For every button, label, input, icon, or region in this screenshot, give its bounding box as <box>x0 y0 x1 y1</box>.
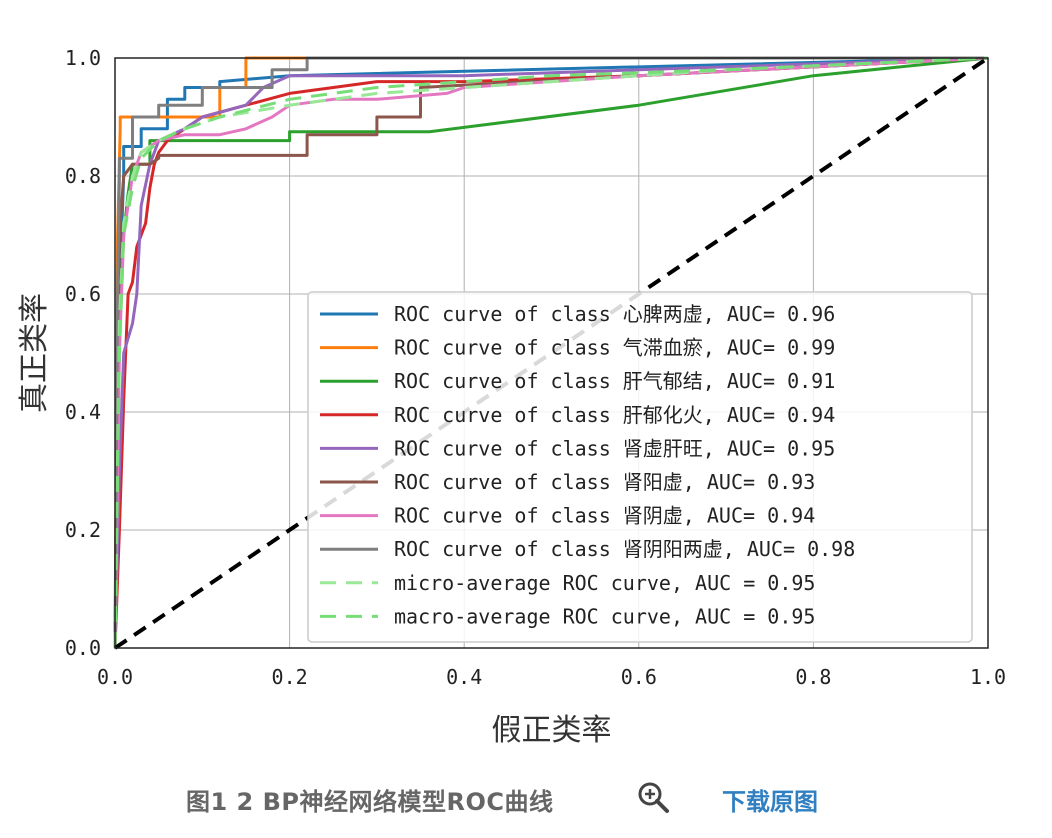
x-tick-label: 0.2 <box>272 665 308 689</box>
legend-entry-label: ROC curve of class 肾虚肝旺, AUC= 0.95 <box>394 436 835 460</box>
y-tick-label: 0.2 <box>65 518 101 542</box>
legend-entry-label: ROC curve of class 肝郁化火, AUC= 0.94 <box>394 403 835 427</box>
legend-entry-label: ROC curve of class 心脾两虚, AUC= 0.96 <box>394 302 835 326</box>
x-tick-label: 0.8 <box>795 665 831 689</box>
x-tick-label: 0.0 <box>97 665 133 689</box>
series-line-0 <box>113 56 989 649</box>
y-axis-label: 真正类率 <box>17 293 52 413</box>
y-tick-label: 0.0 <box>65 636 101 660</box>
x-tick-label: 0.6 <box>621 665 657 689</box>
figure-caption: 图1 2 BP神经网络模型ROC曲线 下载原图 <box>0 778 1052 818</box>
y-tick-label: 1.0 <box>65 46 101 70</box>
series-line-3 <box>113 56 989 649</box>
x-tick-label: 1.0 <box>970 665 1006 689</box>
x-axis-label: 假正类率 <box>492 713 612 748</box>
y-tick-label: 0.8 <box>65 164 101 188</box>
legend: ROC curve of class 心脾两虚, AUC= 0.96 ROC cu… <box>307 291 973 643</box>
legend-entry-label: ROC curve of class 肝气郁结, AUC= 0.91 <box>394 369 835 393</box>
series-line-5 <box>113 56 989 649</box>
legend-entry-label: ROC curve of class 肾阳虚, AUC= 0.93 <box>394 470 815 494</box>
plot-frame <box>114 57 989 649</box>
series-lines <box>113 56 990 650</box>
y-tick-label: 0.6 <box>65 282 101 306</box>
legend-entry-label: micro-average ROC curve, AUC = 0.95 <box>394 571 815 595</box>
chance-diagonal-line <box>113 56 990 650</box>
roc-chart: 0.0 0.2 0.4 0.6 0.8 1.0 0.0 0.2 0.4 0.6 0.8 1.0 假正类… <box>17 46 1006 748</box>
series-line-7 <box>113 56 988 649</box>
legend-entry-label: macro-average ROC curve, AUC = 0.95 <box>394 604 815 628</box>
legend-entry-label: ROC curve of class 肾阴虚, AUC= 0.94 <box>394 504 815 528</box>
series-line-6 <box>113 56 989 649</box>
download-original-link[interactable]: 下载原图 <box>722 788 818 816</box>
tick-labels: 0.0 0.2 0.4 0.6 0.8 1.0 0.0 0.2 0.4 0.6 0.8 1.0 <box>65 46 1006 689</box>
legend-box <box>307 291 973 643</box>
series-line-8 <box>113 56 989 649</box>
zoom-in-icon[interactable] <box>636 780 670 814</box>
series-line-9 <box>113 56 989 649</box>
figure-caption-title: 图1 2 BP神经网络模型ROC曲线 <box>186 788 554 816</box>
legend-entry-label: ROC curve of class 气滞血瘀, AUC= 0.99 <box>394 336 835 360</box>
x-tick-label: 0.4 <box>446 665 482 689</box>
legend-entry-label: ROC curve of class 肾阴阳两虚, AUC= 0.98 <box>394 537 855 561</box>
y-tick-label: 0.4 <box>65 400 101 424</box>
